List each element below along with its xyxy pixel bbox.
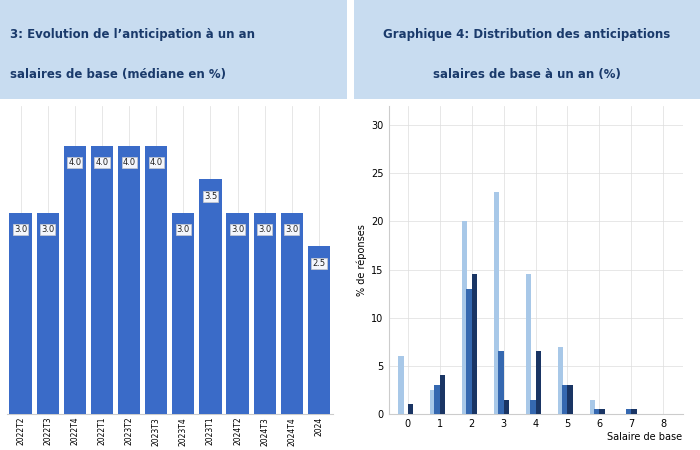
Text: 3.0: 3.0	[41, 225, 55, 234]
Text: 4.0: 4.0	[122, 158, 136, 167]
Bar	[36, 213, 59, 414]
Bar	[472, 274, 477, 414]
X-axis label: Salaire de base: Salaire de base	[608, 432, 682, 441]
Bar	[526, 274, 531, 414]
Bar	[226, 213, 248, 414]
Text: 2.5: 2.5	[312, 259, 326, 268]
Bar	[589, 400, 595, 414]
Bar	[558, 346, 564, 414]
Bar	[172, 213, 195, 414]
Text: 3.0: 3.0	[285, 225, 298, 234]
Bar	[631, 409, 637, 414]
Bar	[430, 390, 435, 414]
Bar	[530, 400, 536, 414]
Text: 3.0: 3.0	[231, 225, 244, 234]
Bar	[308, 247, 330, 414]
Bar	[91, 146, 113, 414]
Text: 4.0: 4.0	[69, 158, 81, 167]
Bar	[561, 385, 568, 414]
Bar	[494, 193, 499, 414]
Bar	[253, 213, 276, 414]
Text: 3.0: 3.0	[14, 225, 27, 234]
Text: 4.0: 4.0	[95, 158, 108, 167]
Bar	[407, 405, 414, 414]
Text: 4.0: 4.0	[150, 158, 162, 167]
Bar	[599, 409, 605, 414]
Bar	[281, 213, 303, 414]
Bar	[536, 351, 541, 414]
Bar	[145, 146, 167, 414]
Bar	[64, 146, 86, 414]
Bar	[503, 400, 510, 414]
Text: 3.0: 3.0	[258, 225, 272, 234]
Bar	[626, 409, 631, 414]
Bar	[568, 385, 573, 414]
Bar	[498, 351, 503, 414]
Bar	[398, 356, 403, 414]
Text: 3.0: 3.0	[176, 225, 190, 234]
Bar	[434, 385, 440, 414]
Bar	[440, 375, 445, 414]
Bar	[9, 213, 32, 414]
Text: 3.5: 3.5	[204, 192, 217, 201]
Text: Graphique 4: Distribution des anticipations: Graphique 4: Distribution des anticipati…	[383, 28, 671, 41]
Y-axis label: % de réponses: % de réponses	[356, 224, 367, 296]
Bar	[199, 180, 222, 414]
Bar	[118, 146, 140, 414]
Bar	[594, 409, 599, 414]
Text: salaires de base (médiane en %): salaires de base (médiane en %)	[10, 68, 226, 81]
Text: salaires de base à un an (%): salaires de base à un an (%)	[433, 68, 621, 81]
Bar	[462, 221, 468, 414]
Text: 3: Evolution de l’anticipation à un an: 3: Evolution de l’anticipation à un an	[10, 28, 255, 41]
Bar	[466, 289, 472, 414]
